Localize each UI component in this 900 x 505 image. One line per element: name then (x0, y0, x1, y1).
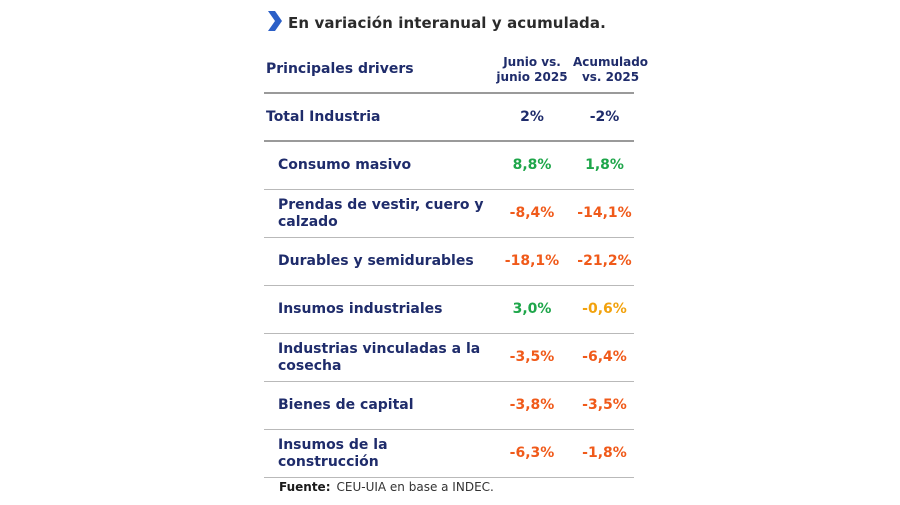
table-row: Insumos industriales 3,0% -0,6% (264, 286, 634, 334)
chevron-right-icon (268, 11, 282, 35)
total-label: Total Industria (266, 108, 381, 125)
junio-value: -3,5% (509, 349, 555, 365)
driver-label: Industrias vinculadas a la cosecha (278, 340, 481, 374)
acumulado-value: -1,8% (582, 445, 627, 461)
section-title: En variación interanual y acumulada. (288, 14, 606, 32)
acumulado-value: -0,6% (582, 301, 627, 317)
column-header-junio-line2: junio 2025 (496, 69, 568, 84)
table-row: Industrias vinculadas a la cosecha -3,5% -… (264, 334, 634, 382)
total-junio-value: 2% (520, 108, 544, 125)
junio-value: 3,0% (512, 301, 552, 317)
driver-rows: Consumo masivo 8,8% 1,8% Prendas de vestir,… (264, 142, 634, 478)
driver-label: Bienes de capital (278, 397, 414, 413)
acumulado-value: -21,2% (577, 253, 632, 269)
table-header-row: Principales drivers Junio vs. junio 2025… (264, 47, 648, 94)
junio-value: 8,8% (512, 157, 552, 173)
column-header-junio-line1: Junio vs. (503, 54, 561, 69)
table-row: Consumo masivo 8,8% 1,8% (264, 142, 634, 190)
section-header: En variación interanual y acumulada. (268, 11, 606, 35)
driver-label: Prendas de vestir, cuero y calzado (278, 196, 484, 230)
column-header-acumulado-line2: vs. 2025 (581, 69, 640, 84)
source-label: Fuente: (279, 480, 331, 494)
source-text: CEU-UIA en base a INDEC. (336, 480, 494, 494)
column-header-acumulado-line1: Acumulado (573, 54, 649, 69)
column-header-drivers: Principales drivers (266, 61, 414, 77)
table-row: Bienes de capital -3,8% -3,5% (264, 382, 634, 430)
source-footnote: Fuente: CEU-UIA en base a INDEC. (279, 480, 494, 494)
driver-label: Insumos industriales (278, 301, 443, 317)
total-acumulado-value: -2% (589, 108, 620, 125)
column-header-acumulado: Acumulado vs. 2025 (573, 55, 648, 85)
driver-label: Insumos de la construcción (278, 436, 388, 470)
table-row: Insumos de la construcción -6,3% -1,8% (264, 430, 634, 478)
drivers-table: Principales drivers Junio vs. junio 2025… (264, 47, 648, 478)
acumulado-value: -6,4% (582, 349, 627, 365)
table-row: Durables y semidurables -18,1% -21,2% (264, 238, 634, 286)
junio-value: -3,8% (509, 397, 555, 413)
column-header-junio: Junio vs. junio 2025 (491, 55, 573, 85)
junio-value: -18,1% (504, 253, 560, 269)
acumulado-value: -3,5% (582, 397, 627, 413)
junio-value: -6,3% (509, 445, 555, 461)
driver-label: Consumo masivo (278, 157, 412, 173)
table-row: Prendas de vestir, cuero y calzado -8,4% -… (264, 190, 634, 238)
acumulado-value: -14,1% (577, 205, 632, 221)
total-row: Total Industria 2% -2% (264, 94, 634, 142)
acumulado-value: 1,8% (585, 157, 624, 173)
driver-label: Durables y semidurables (278, 253, 474, 269)
junio-value: -8,4% (509, 205, 555, 221)
